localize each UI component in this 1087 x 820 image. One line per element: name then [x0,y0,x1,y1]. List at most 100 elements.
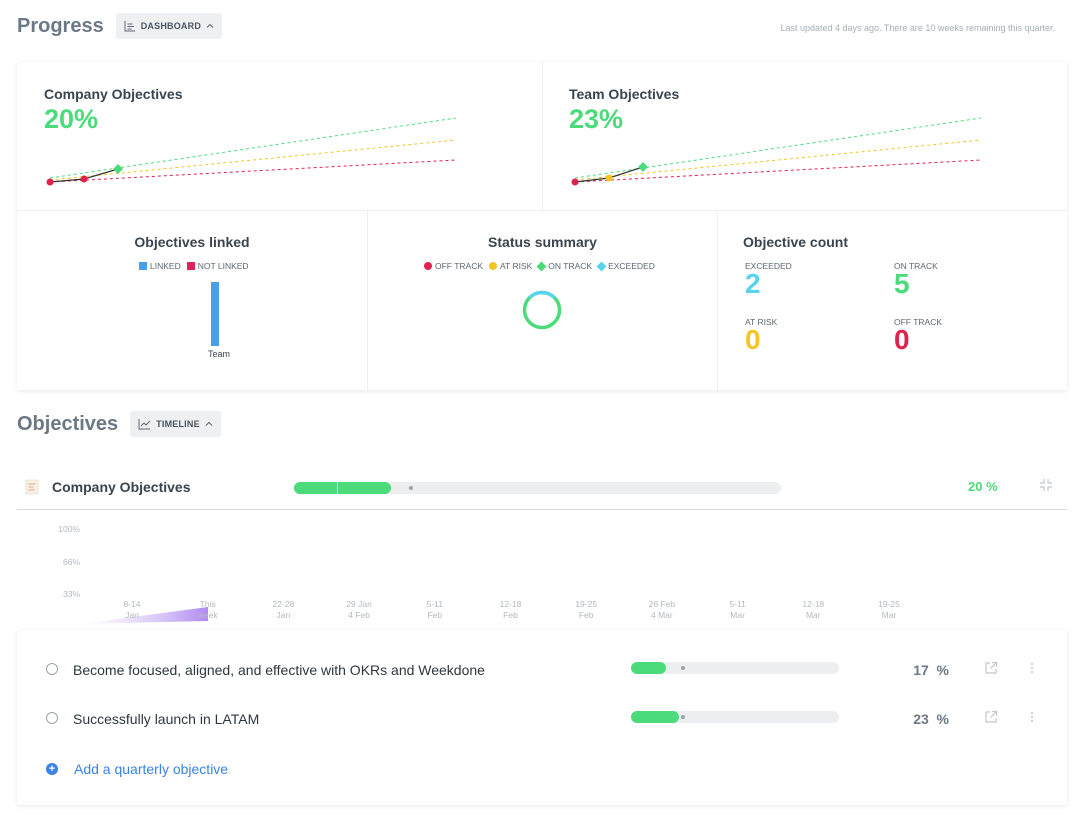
donut-exceeded [541,290,556,299]
progress-point [46,178,54,186]
legend-exceeded: EXCEEDED [596,261,655,271]
expected-progress-marker [409,486,413,490]
timeline-y-label: 66% [62,557,80,567]
timeline-x-label: 5-11 Mar [729,599,746,620]
objective-progress-bar [631,662,839,674]
donut-exceeded [528,290,543,299]
objective-row[interactable]: Become focused, aligned, and effective w… [17,654,1067,684]
on-track-count-value: 5 [894,268,910,299]
company-objectives-icon [24,479,40,500]
at-risk-count-label: AT RISK [745,317,778,327]
more-options-icon[interactable] [1029,661,1035,680]
progress-point [605,174,613,182]
progress-title: Progress [17,14,104,37]
chevron-up-icon [206,22,214,30]
at-risk-trendline [574,139,982,181]
off-track-trendline [49,159,457,183]
add-quarterly-objective-button[interactable]: + Add a quarterly objective [46,761,228,777]
company-objectives-row-percent: 20 % [968,479,998,494]
exceeded-count-value: 2 [745,268,761,299]
divider [17,210,1067,211]
objective-percent: 23 % [913,711,949,727]
off-track-count-label: OFF TRACK [894,317,943,327]
company-objectives-progress-bar [294,482,781,494]
progress-point [571,178,579,186]
divider [367,210,368,390]
objectives-linked-title: Objectives linked [134,234,250,250]
timeline-x-label: 26 Feb 4 Mar [648,599,676,620]
company-objectives-title: Company Objectives [44,86,183,102]
objectives-linked-legend: LINKED NOT LINKED [139,261,249,271]
company-objectives-percent: 20% [44,104,99,134]
dashboard-view-label: DASHBOARD [140,21,202,31]
legend-off-track: OFF TRACK [424,261,483,271]
team-trend-chart [571,117,982,186]
dashboard-view-button[interactable]: DASHBOARD [115,13,223,39]
linked-bar [211,282,219,346]
at-risk-trendline [49,139,457,181]
progress-segment-divider [337,482,338,494]
objective-progress-bar [631,711,839,723]
objective-progress-fill [631,662,667,674]
collapse-icon[interactable] [1039,478,1053,497]
external-link-icon[interactable] [984,661,998,680]
timeline-x-label: 12-18 Feb [499,599,522,620]
team-objectives-percent: 23% [569,104,624,134]
legend-at-risk: AT RISK [489,261,532,271]
status-summary-legend: OFF TRACK AT RISK ON TRACK EXCEEDED [424,261,655,271]
progress-header: Progress DASHBOARD [17,13,223,39]
last-updated-text: Last updated 4 days ago. There are 10 we… [780,23,1055,33]
timeline-x-label: 5-11 Feb [426,599,443,620]
team-objectives-title: Team Objectives [569,86,680,102]
objective-name[interactable]: Become focused, aligned, and effective w… [73,662,485,678]
chevron-up-icon [205,420,213,428]
team-objectives-summary: Team Objectives 23% [569,86,679,135]
on-track-count-label: ON TRACK [894,261,938,271]
objective-progress-fill [631,711,679,723]
add-quarterly-objective-label: Add a quarterly objective [74,761,229,777]
timeline-view-button[interactable]: TIMELINE [130,411,221,437]
timeline-x-label: This week [197,599,218,620]
timeline-x-label: 22-28 Jan [272,599,295,620]
plus-icon: + [46,763,58,775]
timeline-y-label: 33% [62,589,80,599]
company-trend-chart [46,117,457,186]
status-donut-chart [522,290,562,330]
objective-name[interactable]: Successfully launch in LATAM [73,711,260,727]
off-track-trendline [574,159,982,183]
timeline-y-label: 100% [58,524,80,534]
progress-point [638,162,648,172]
legend-not-linked: NOT LINKED [186,261,249,271]
exceeded-count-label: EXCEEDED [745,261,792,271]
external-link-icon[interactable] [984,710,998,729]
more-options-icon[interactable] [1029,710,1035,729]
expected-progress-marker [681,666,685,670]
timeline-x-label: 19-25 Mar [878,599,900,620]
timeline-progress-area [80,607,208,624]
timeline-x-label: 12-18 Mar [802,599,825,620]
legend-on-track: ON TRACK [536,261,592,271]
timeline-view-label: TIMELINE [156,419,200,429]
on-track-trendline [49,117,457,179]
objective-percent: 17 % [913,662,949,678]
timeline-icon [138,418,151,430]
objectives-list: Become focused, aligned, and effective w… [17,630,1067,805]
linked-bar-label: Team [207,349,230,359]
expected-progress-marker [681,715,685,719]
timeline-x-label: 29 Jan 4 Feb [346,599,372,620]
objectives-header: Objectives TIMELINE [17,411,221,437]
at-risk-count-value: 0 [745,324,761,355]
dashboard-icon [124,20,136,32]
objective-select-radio[interactable] [46,712,58,724]
timeline-x-label: 19-25 Feb [575,599,598,620]
objective-count-title: Objective count [743,234,849,250]
objectives-title: Objectives [17,412,119,435]
company-objectives-summary: Company Objectives 20% [44,86,183,135]
legend-linked: LINKED [139,261,181,271]
objective-select-radio[interactable] [46,663,58,675]
company-objectives-row[interactable]: Company Objectives 20 % [17,463,1067,510]
company-objectives-progress-fill [294,482,392,494]
objective-row[interactable]: Successfully launch in LATAM 23 % [17,703,1067,733]
progress-point [113,164,123,174]
divider [542,62,543,210]
